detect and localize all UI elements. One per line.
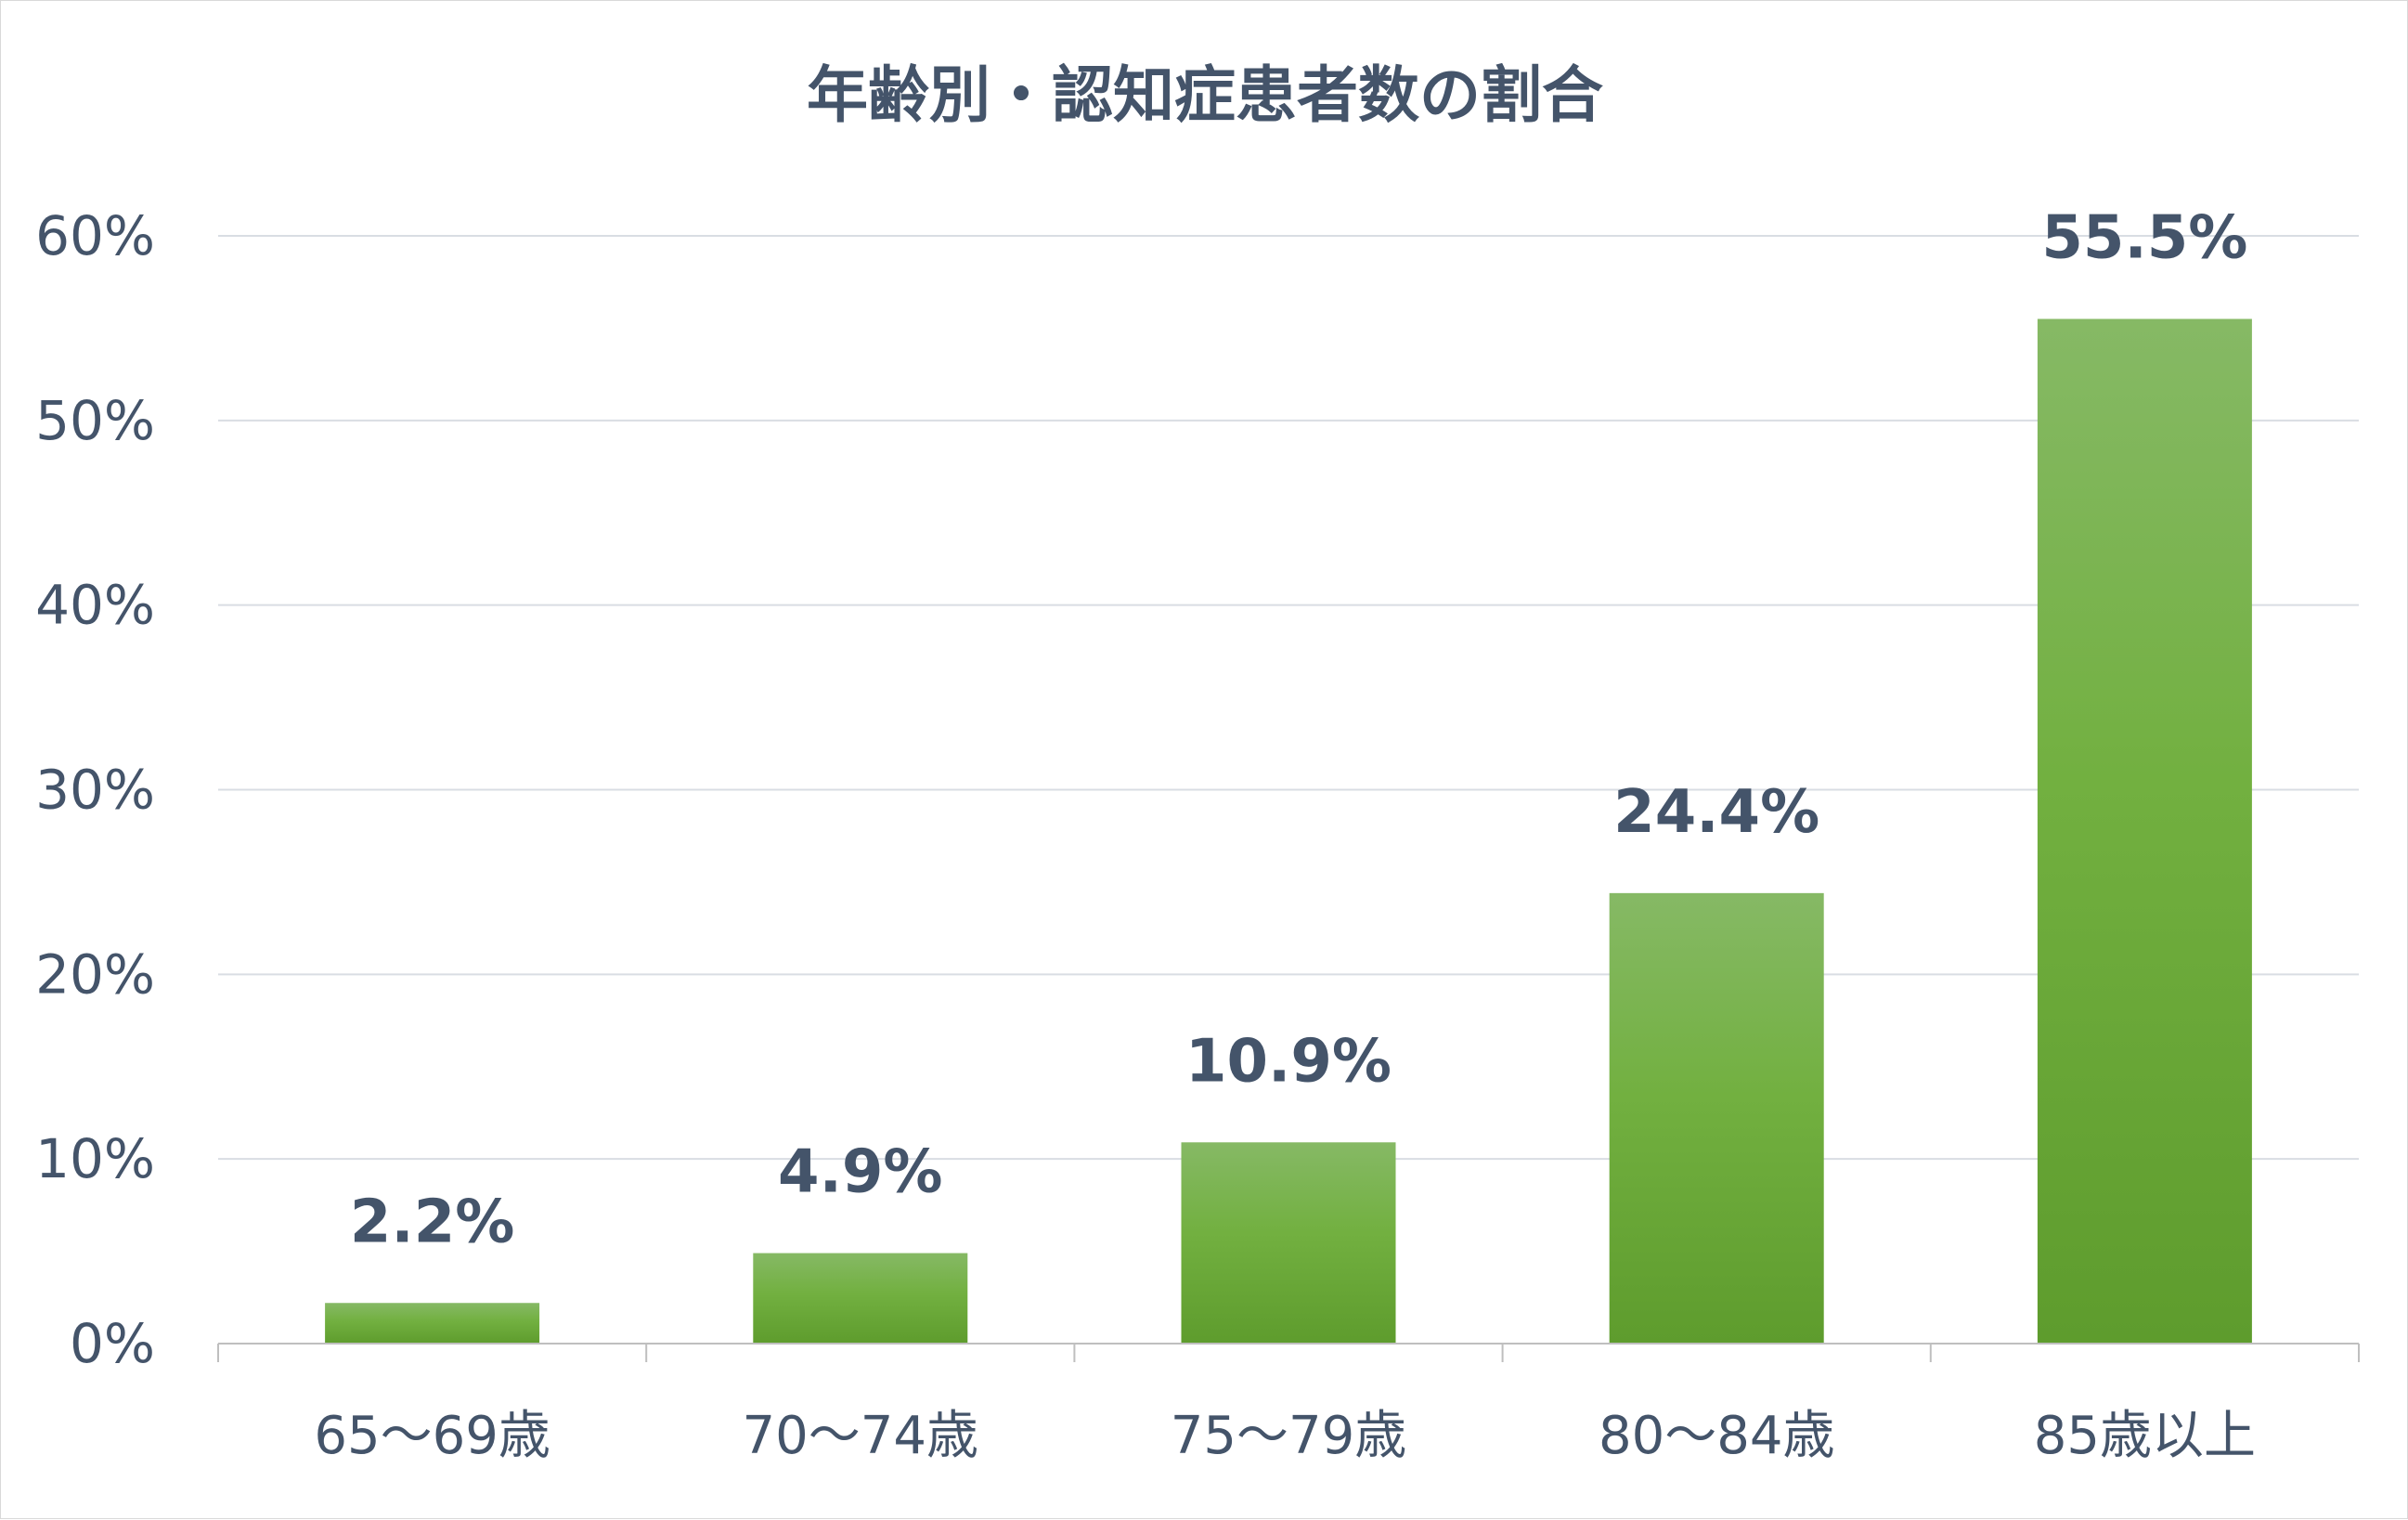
data-label: 4.9% [778, 1138, 943, 1207]
y-tick-label: 60% [35, 204, 155, 267]
y-axis-ticks: 0% 10% 20% 30% 40% 50% 60% [35, 204, 155, 1375]
data-labels: 2.2% 4.9% 10.9% 24.4% 55.5% [350, 203, 2248, 1256]
y-tick-label: 40% [35, 574, 155, 637]
y-tick-label: 20% [35, 942, 155, 1006]
bar [1181, 1142, 1396, 1344]
y-tick-label: 30% [35, 759, 155, 822]
x-tick-label: 75〜79歳 [1171, 1406, 1407, 1466]
data-label: 10.9% [1185, 1027, 1392, 1096]
bars [325, 318, 2252, 1345]
bar [1609, 892, 1824, 1344]
x-tick-label: 65〜69歳 [314, 1406, 550, 1466]
x-tick-label: 85歳以上 [2034, 1406, 2256, 1466]
bar [325, 1303, 540, 1344]
bar [753, 1253, 968, 1344]
bar [2037, 318, 2252, 1345]
y-tick-label: 50% [35, 389, 155, 452]
chart-title: 年齢別・認知症患者数の割合 [807, 59, 1603, 131]
data-label: 24.4% [1613, 778, 1819, 847]
x-tick-label: 70〜74歳 [743, 1406, 979, 1466]
y-tick-label: 0% [70, 1312, 155, 1375]
y-tick-label: 10% [35, 1127, 155, 1190]
x-tick-label: 80〜84歳 [1599, 1406, 1835, 1466]
x-axis: 65〜69歳 70〜74歳 75〜79歳 80〜84歳 85歳以上 [217, 1343, 2360, 1466]
data-label: 2.2% [350, 1188, 515, 1256]
data-label: 55.5% [2041, 203, 2247, 272]
gridlines [218, 235, 2359, 1161]
